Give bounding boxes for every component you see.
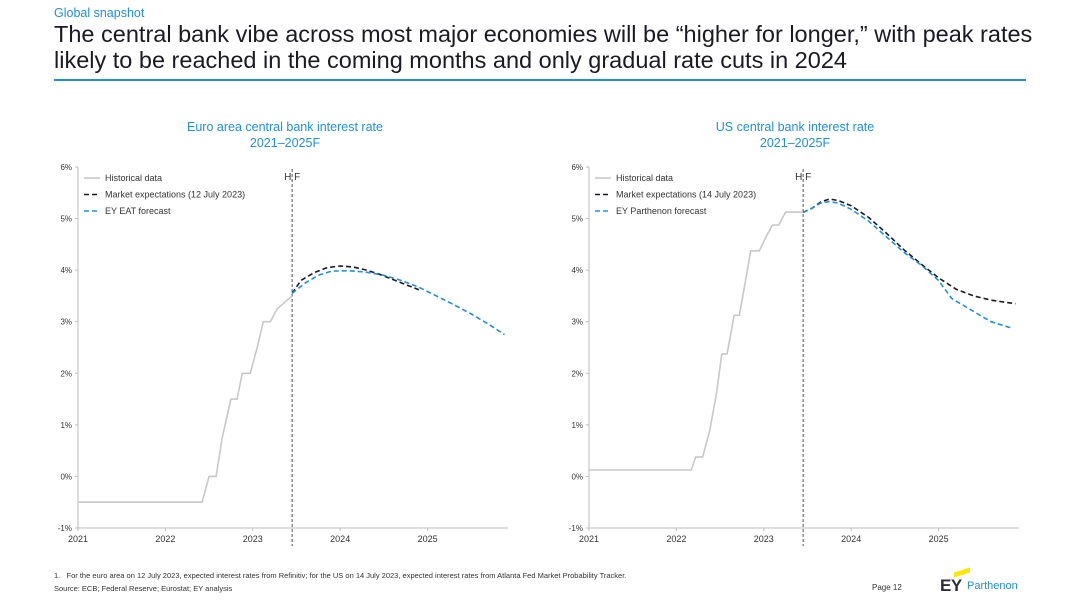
us-x-tick-label: 2023	[754, 534, 774, 544]
euro-series-line-0	[78, 295, 293, 504]
us-y-tick-label: 6%	[571, 163, 583, 172]
logo-mark: EY	[940, 576, 962, 595]
euro-y-tick-label: -1%	[58, 524, 72, 533]
us-y-tick-label: 5%	[571, 215, 583, 224]
us-series-line-0	[589, 211, 804, 471]
us-chart-title-text: US central bank interest rate	[715, 120, 875, 134]
us-chart-title: US central bank interest rate 2021–2025F	[610, 119, 980, 151]
euro-chart-title-text: Euro area central bank interest rate	[187, 120, 383, 134]
us-y-tick-label: 3%	[571, 318, 583, 327]
euro-y-tick-label: 0%	[60, 472, 72, 481]
us-legend-label: Historical data	[616, 173, 673, 183]
euro-y-tick-label: 3%	[60, 318, 72, 327]
us-divider-label: H F	[795, 172, 811, 183]
logo-name: Parthenon	[967, 580, 1018, 592]
us-y-tick-label: 2%	[571, 369, 583, 378]
euro-x-tick-label: 2021	[68, 534, 88, 544]
euro-legend-label: Market expectations (12 July 2023)	[105, 190, 245, 200]
euro-y-tick-label: 5%	[60, 215, 72, 224]
us-x-tick-label: 2021	[579, 534, 599, 544]
euro-y-tick-label: 2%	[60, 369, 72, 378]
us-series-line-2	[802, 200, 1014, 330]
euro-x-tick-label: 2024	[330, 534, 350, 544]
page-headline: The central bank vibe across most major …	[54, 21, 1033, 73]
us-x-tick-label: 2022	[666, 534, 686, 544]
euro-y-tick-label: 6%	[60, 163, 72, 172]
euro-legend-label: Historical data	[105, 173, 162, 183]
us-y-tick-label: 0%	[571, 472, 583, 481]
us-x-tick-label: 2024	[841, 534, 861, 544]
euro-series-line-1	[291, 265, 420, 294]
us-series-line-1	[802, 198, 1016, 305]
us-y-tick-label: -1%	[569, 524, 583, 533]
page-number: Page 12	[872, 583, 902, 592]
section-kicker: Global snapshot	[54, 6, 145, 20]
us-legend-label: EY Parthenon forecast	[616, 206, 707, 216]
euro-divider-label: H F	[284, 172, 300, 183]
header-rule	[54, 79, 1026, 81]
euro-legend-label: EY EAT forecast	[105, 206, 171, 216]
euro-chart-subtitle: 2021–2025F	[249, 136, 321, 150]
euro-y-tick-label: 4%	[60, 266, 72, 275]
us-x-tick-label: 2025	[929, 534, 949, 544]
euro-chart-title: Euro area central bank interest rate 202…	[100, 119, 470, 151]
euro-x-tick-label: 2022	[155, 534, 175, 544]
euro-series-line-2	[291, 269, 505, 336]
us-legend-label: Market expectations (14 July 2023)	[616, 190, 756, 200]
source-note: Source: ECB; Federal Reserve; Eurostat; …	[54, 584, 233, 593]
us-y-tick-label: 1%	[571, 421, 583, 430]
us-chart-subtitle: 2021–2025F	[759, 136, 831, 150]
euro-y-tick-label: 1%	[60, 421, 72, 430]
euro-x-tick-label: 2025	[418, 534, 438, 544]
footnote: 1. For the euro area on 12 July 2023, ex…	[54, 571, 627, 580]
euro-x-tick-label: 2023	[243, 534, 263, 544]
us-y-tick-label: 4%	[571, 266, 583, 275]
